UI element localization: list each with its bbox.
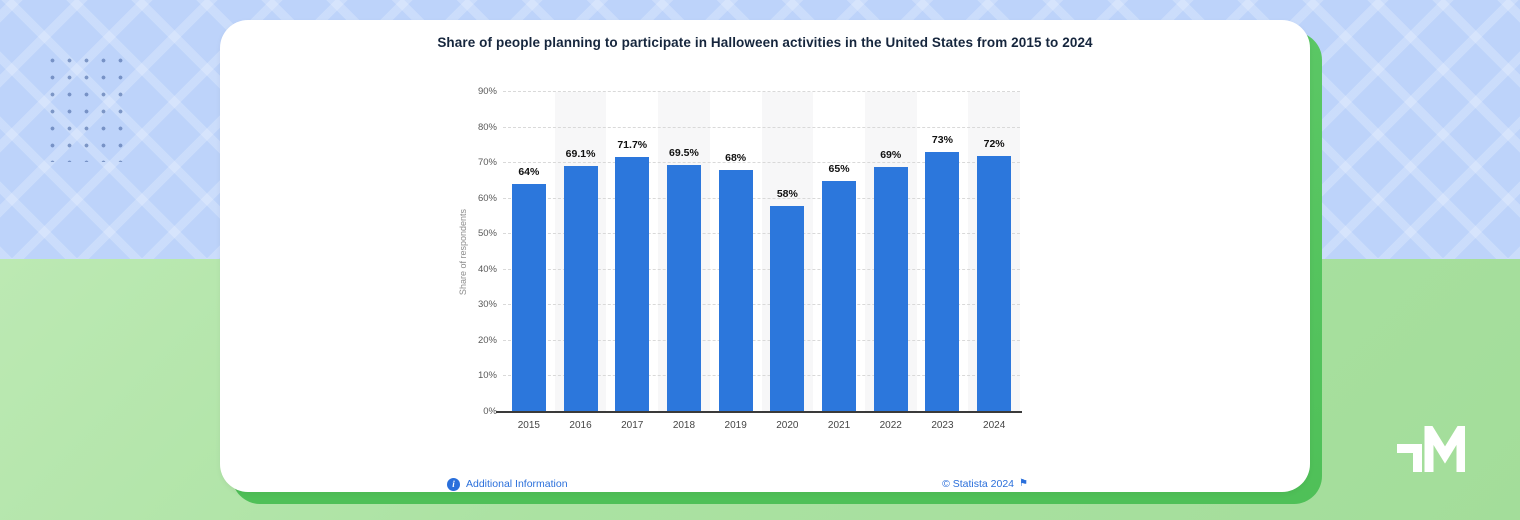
x-tick-label: 2022 xyxy=(879,420,902,431)
bar-2019[interactable] xyxy=(718,170,753,412)
bar-2016[interactable] xyxy=(563,166,598,412)
card-footer: i Additional Information © Statista 2024… xyxy=(447,475,1028,493)
y-axis-ticks: 0% 10% 20% 30% 40% 50% 60% 70% 80% 90% xyxy=(450,86,497,417)
value-label: 73% xyxy=(931,134,953,147)
x-tick-label: 2023 xyxy=(931,420,954,431)
y-tick-label: 40% xyxy=(477,263,497,275)
y-tick-label: 0% xyxy=(483,406,497,417)
value-label: 68% xyxy=(725,152,747,165)
value-label: 64% xyxy=(518,166,540,179)
value-label: 58% xyxy=(776,187,798,200)
info-icon: i xyxy=(447,477,460,491)
gridline xyxy=(503,375,1020,377)
y-tick-label: 30% xyxy=(477,299,497,311)
additional-information-link[interactable]: i Additional Information xyxy=(447,477,568,491)
plot-area: 64% 69.1% 71.7% 69.5% 68% 58% 65% 69% 73% 72% xyxy=(503,91,1020,412)
bar-2021[interactable] xyxy=(822,180,857,412)
x-tick-label: 2015 xyxy=(517,420,540,431)
y-tick-label: 50% xyxy=(477,228,497,240)
bar-2018[interactable] xyxy=(666,164,701,412)
bar-2024[interactable] xyxy=(977,156,1012,412)
x-axis-labels: 2015 2016 2017 2018 2019 2020 2021 2022 2023 2024 xyxy=(503,420,1020,434)
gridline xyxy=(503,304,1020,306)
x-tick-label: 2024 xyxy=(983,420,1006,431)
value-label: 69.5% xyxy=(669,146,699,159)
chart-title: Share of people planning to participate … xyxy=(437,35,1093,50)
statista-copyright-link[interactable]: © Statista 2024 ⚑ xyxy=(942,478,1028,490)
gridline xyxy=(503,91,1020,92)
y-tick-label: 60% xyxy=(477,192,497,204)
chart-card: Share of people planning to participate … xyxy=(220,20,1310,492)
brand-m-logo xyxy=(1396,413,1466,474)
x-tick-label: 2019 xyxy=(724,420,747,431)
y-tick-label: 20% xyxy=(477,334,497,346)
y-tick-label: 10% xyxy=(477,370,497,382)
bar-2023[interactable] xyxy=(925,152,960,412)
value-label: 71.7% xyxy=(617,139,648,152)
gridline xyxy=(503,268,1020,270)
value-label: 69% xyxy=(880,148,902,161)
bar-2015[interactable] xyxy=(511,184,546,412)
x-tick-label: 2018 xyxy=(672,420,696,431)
value-label: 65% xyxy=(828,162,850,175)
value-label: 72% xyxy=(983,138,1005,150)
gridline xyxy=(503,162,1020,164)
value-label: 69.1% xyxy=(565,148,596,161)
x-tick-label: 2017 xyxy=(621,420,644,431)
gridline xyxy=(503,126,1020,128)
gridline xyxy=(503,339,1020,341)
gridline xyxy=(503,197,1020,199)
y-tick-label: 80% xyxy=(477,121,497,133)
x-tick-label: 2016 xyxy=(569,420,592,431)
dot-grid-decoration xyxy=(44,52,126,162)
copyright-label: © Statista 2024 xyxy=(942,478,1015,490)
x-tick-label: 2020 xyxy=(776,420,799,431)
x-axis-line xyxy=(496,411,1022,413)
flag-icon: ⚑ xyxy=(1019,478,1028,489)
y-tick-label: 70% xyxy=(477,157,497,169)
additional-information-label: Additional Information xyxy=(466,478,568,490)
x-tick-label: 2021 xyxy=(827,420,851,431)
bar-2020[interactable] xyxy=(770,205,805,412)
gridline xyxy=(503,233,1020,235)
bar-2022[interactable] xyxy=(873,166,908,412)
y-tick-label: 90% xyxy=(477,86,497,97)
bar-2017[interactable] xyxy=(615,157,650,412)
m-logo-graphic xyxy=(1397,413,1466,472)
